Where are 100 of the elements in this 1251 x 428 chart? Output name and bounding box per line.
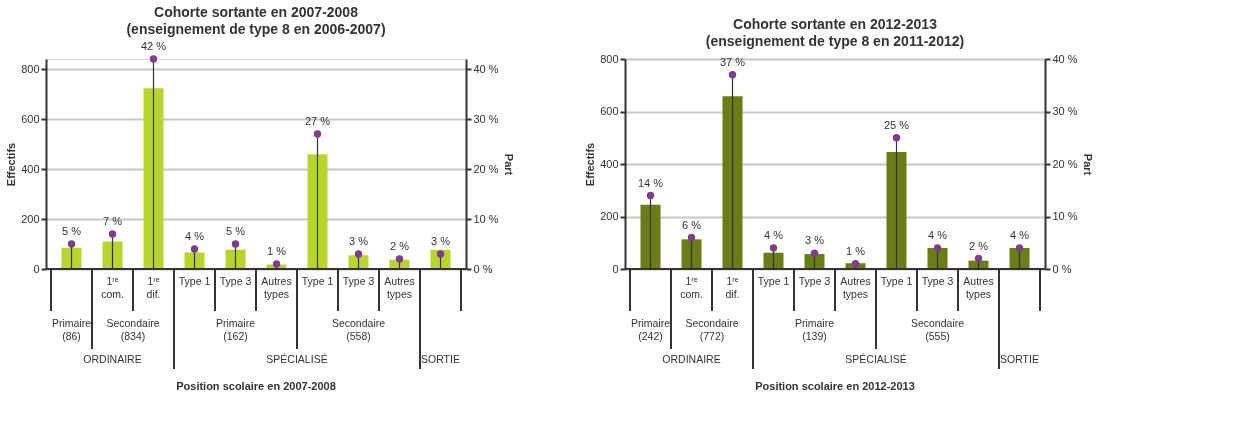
y2-tick-label: 10 % (1052, 210, 1078, 222)
data-label: 4 % (928, 229, 948, 241)
data-label: 1 % (267, 245, 287, 257)
x-tick-label: Type 1 (178, 275, 211, 287)
point (190, 245, 199, 253)
point (231, 240, 240, 248)
y-axis-title: Effectifs (5, 142, 18, 187)
text: SORTIE (1000, 353, 1039, 365)
text: Primaire (242) (630, 317, 671, 342)
x-tick-label: Type 3 (219, 275, 252, 287)
text: SPÉCIALISÉ (266, 353, 328, 365)
data-label: 25 % (883, 118, 910, 131)
y-tick-label: 400 (600, 157, 619, 170)
text: Secondaire (772) (685, 317, 739, 342)
bar (722, 96, 743, 269)
y2-tick-label: 30 % (1052, 105, 1078, 117)
chart-title: Cohorte sortante en 2012-2013 (733, 16, 938, 32)
data-label: 7 % (103, 215, 123, 227)
data-label: 42 % (140, 40, 167, 52)
data-label: 2 % (969, 239, 989, 252)
y2-tick-label: 20 % (1052, 157, 1078, 170)
y2-tick-label: 0 % (1052, 262, 1072, 275)
y2-tick-label: 20 % (473, 162, 499, 175)
chart-subtitle: (enseignement de type 8 en 2011-2012) (705, 33, 965, 49)
point (1015, 244, 1024, 252)
point (67, 240, 76, 248)
y2-axis-title: Part (1081, 153, 1094, 176)
data-label: 3 % (349, 235, 369, 247)
y2-tick-label: 10 % (473, 212, 499, 225)
x-tick-label: Type 3 (342, 275, 375, 287)
text: ORDINAIRE (83, 353, 142, 365)
text: Secondaire (555) (910, 317, 965, 342)
bar (640, 204, 661, 269)
bar (102, 241, 123, 269)
y-tick-label: 400 (21, 162, 40, 175)
x-tick-label: Type 3 (798, 275, 831, 287)
text: Primaire (139) (794, 317, 835, 342)
y-tick-label: 800 (600, 52, 619, 65)
point (974, 254, 983, 263)
data-label: 4 % (185, 230, 205, 242)
data-label: 5 % (226, 225, 246, 237)
text: Primaire (86) (51, 317, 92, 342)
x-tick-label: Type 1 (880, 275, 913, 287)
x-axis-title: Position scolaire en 2007-2008 (176, 380, 336, 392)
data-label: 1 % (846, 244, 866, 257)
data-label: 4 % (1010, 229, 1030, 241)
y2-tick-label: 40 % (473, 62, 499, 75)
point (933, 244, 942, 252)
x-tick-label: Type 1 (301, 275, 334, 287)
bar (681, 239, 702, 269)
y2-tick-label: 30 % (473, 112, 499, 125)
bar (307, 154, 328, 269)
y2-tick-label: 40 % (1052, 52, 1078, 65)
y-tick-label: 200 (600, 210, 619, 222)
x-tick-label: 1ʳᵉ com. (101, 275, 124, 300)
point (354, 250, 363, 258)
point (769, 244, 778, 252)
text: Secondaire (558) (331, 317, 386, 342)
data-label: 27 % (304, 115, 331, 127)
point (646, 191, 655, 200)
point (810, 249, 819, 257)
bar (886, 151, 907, 269)
x-tick-label: Autres types (261, 275, 292, 300)
y2-tick-label: 0 % (473, 262, 493, 275)
text: Secondaire (834) (106, 317, 160, 342)
y-tick-label: 600 (600, 105, 619, 117)
point (728, 71, 737, 79)
y2-axis-title: Part (502, 153, 515, 176)
y-tick-label: 0 (33, 262, 40, 275)
y-tick-label: 200 (21, 212, 40, 225)
x-tick-label: 1ʳᵉ dif. (725, 275, 740, 300)
point (149, 55, 158, 63)
y-tick-label: 0 (612, 262, 619, 275)
point (395, 255, 404, 263)
data-label: 2 % (390, 240, 410, 252)
data-label: 5 % (62, 225, 82, 237)
data-label: 37 % (719, 55, 746, 68)
text: SPÉCIALISÉ (845, 353, 907, 365)
x-tick-label: 1ʳᵉ com. (680, 275, 703, 300)
text: SORTIE (421, 353, 460, 365)
data-label: 3 % (431, 235, 451, 247)
point (687, 233, 696, 242)
data-label: 4 % (764, 229, 784, 241)
x-tick-label: Autres types (384, 275, 415, 300)
x-tick-label: Type 3 (921, 275, 954, 287)
text: Primaire (162) (215, 317, 256, 342)
y-tick-label: 800 (21, 62, 40, 75)
y-axis-title: Effectifs (584, 142, 597, 187)
point (108, 230, 117, 238)
data-label: 6 % (682, 218, 702, 231)
x-tick-label: Autres types (963, 275, 994, 300)
bar (143, 88, 164, 269)
data-label: 14 % (637, 176, 664, 189)
point (892, 134, 901, 142)
text: ORDINAIRE (662, 353, 721, 365)
y-tick-label: 600 (21, 112, 40, 125)
data-label: 3 % (805, 234, 825, 247)
x-axis-title: Position scolaire en 2012-2013 (755, 380, 915, 392)
point (313, 130, 322, 138)
x-tick-label: 1ʳᵉ dif. (146, 275, 161, 300)
